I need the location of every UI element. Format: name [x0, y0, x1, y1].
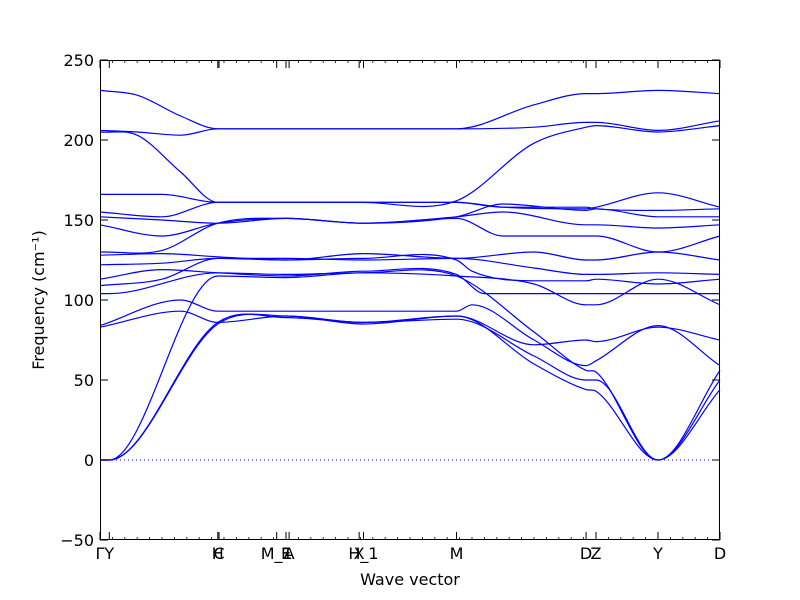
x-tick-label: M_1 [261, 544, 293, 564]
x-tick-label: Y [652, 544, 663, 563]
y-tick-label: −50 [60, 531, 94, 550]
x-tick-label: D [714, 544, 726, 563]
dispersion-branch-6 [99, 272, 721, 306]
dispersion-curves [99, 89, 721, 461]
y-tick-label: 250 [63, 51, 94, 70]
x-tick-label: M [450, 544, 464, 563]
dispersion-branch-2 [99, 313, 721, 461]
y-tick-label: 200 [63, 131, 94, 150]
x-tick-label: Y [103, 544, 114, 563]
x-tick-label: H_1 [348, 544, 378, 564]
dispersion-branch-18 [99, 89, 721, 130]
x-tick-label: Z [591, 544, 602, 563]
y-axis-label: Frequency (cm⁻¹) [29, 230, 48, 369]
dispersion-branch-5 [99, 310, 721, 346]
x-tick-label: A [284, 544, 295, 563]
dispersion-branch-16 [99, 124, 721, 208]
x-tick-label: H [212, 544, 224, 563]
y-tick-label: 150 [63, 211, 94, 230]
dispersion-branch-11 [99, 217, 721, 254]
x-tick-label: E [281, 544, 291, 563]
dispersion-branch-3 [99, 269, 721, 461]
y-tick-label: 0 [84, 451, 94, 470]
dispersion-branch-15 [99, 192, 721, 210]
dispersion-branch-4 [99, 299, 721, 367]
y-axis-ticks: −50 0 50 100 150 200 250 [60, 51, 720, 550]
x-tick-label: Γ [96, 544, 105, 563]
plot-frame [100, 60, 720, 540]
x-tick-label: D [580, 544, 592, 563]
x-axis-label: Wave vector [360, 570, 460, 589]
dispersion-branch-10 [99, 251, 721, 261]
x-tick-label: X [354, 544, 365, 563]
x-tick-label: C [213, 544, 224, 563]
y-tick-label: 100 [63, 291, 94, 310]
x-axis-tick-labels: Γ Y HC M_1EA XH_1 M DZ Y D [96, 544, 727, 564]
y-tick-label: 50 [74, 371, 94, 390]
dispersion-branch-7 [99, 267, 720, 295]
